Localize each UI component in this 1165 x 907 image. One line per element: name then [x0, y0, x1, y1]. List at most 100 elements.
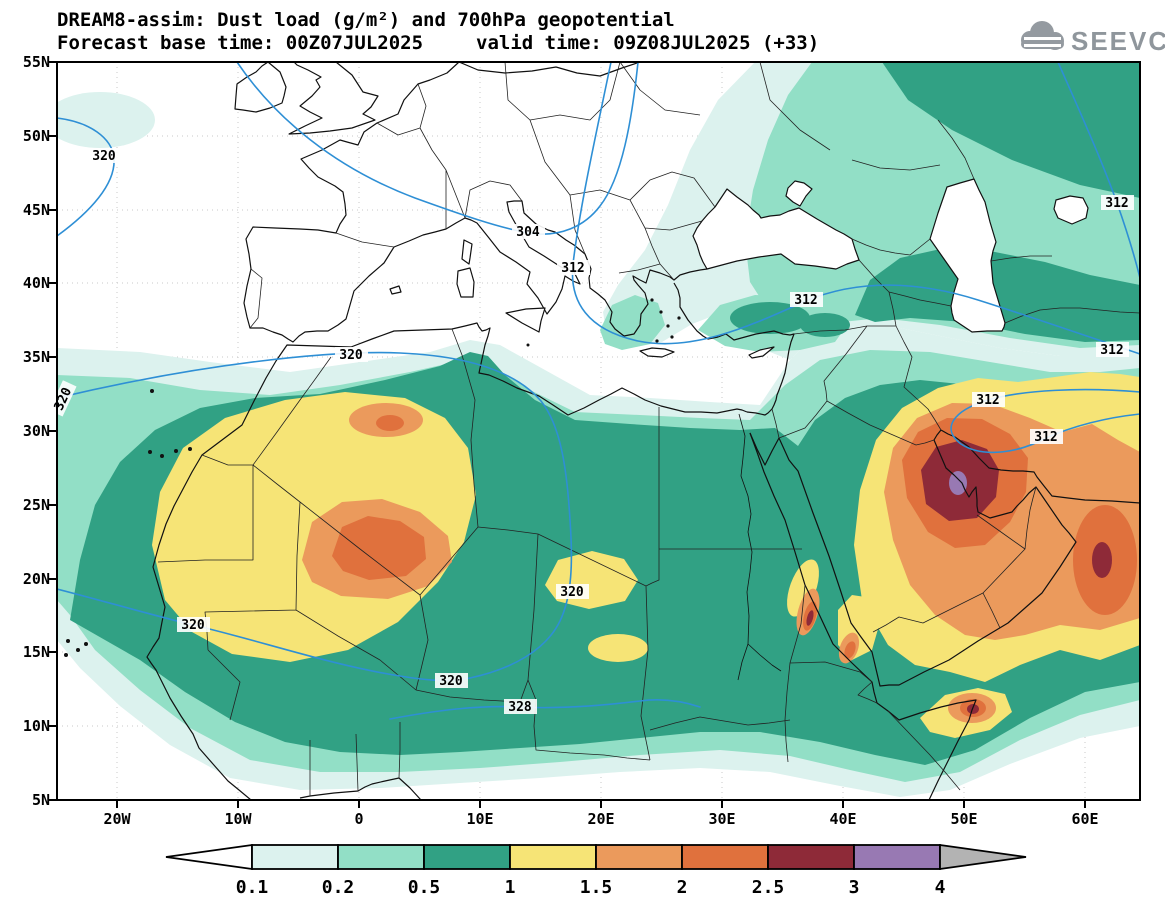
dust-region-redsea-spot2-orange [844, 641, 856, 659]
borders-africa [157, 328, 961, 796]
inland-seas [692, 178, 1089, 333]
lat-tick-label: 45N [23, 201, 50, 219]
coastline-gulf-of-guinea [299, 777, 422, 800]
colorbar-segment [337, 844, 425, 870]
geopotential-contour-312-ne [1057, 62, 1140, 279]
dust-region-redsea-north-yellow [787, 559, 819, 617]
contour-label: 312 [972, 392, 1005, 408]
contour-label: 312 [1096, 342, 1129, 358]
dust-region-algeria-orange [332, 516, 426, 580]
lon-axis: 20W 10W 0 10E 20E 30E 40E 50E 60E [103, 810, 1098, 828]
island-corsica [461, 239, 473, 265]
contour-label: 320 [177, 617, 210, 633]
island-sardinia [456, 267, 475, 298]
river-nile [737, 413, 782, 681]
black-sea [692, 188, 860, 270]
svg-text:312: 312 [976, 393, 999, 408]
geopotential-contour-312-long [571, 62, 1140, 355]
borders-europe [249, 62, 831, 329]
lat-tick-label: 15N [23, 643, 50, 661]
colorbar-tick-label: 3 [849, 877, 860, 898]
coastline-north-africa-atlantic [146, 322, 748, 800]
colorbar-tick-label: 1 [505, 877, 516, 898]
lon-tick-label: 10W [224, 810, 252, 828]
lon-tick-label: 20W [103, 810, 131, 828]
colorbar-labels: 0.1 0.2 0.5 1 1.5 2 2.5 3 4 [236, 877, 946, 898]
dust-region-nalgeria-orange [376, 415, 404, 431]
colorbar-tick-label: 2 [677, 877, 688, 898]
lat-tick-label: 40N [23, 274, 50, 292]
dust-region-topright-green [882, 62, 1140, 198]
coastline-europe [243, 62, 708, 343]
sea-of-azov [785, 180, 813, 207]
svg-text:320: 320 [560, 585, 584, 600]
contour-label: 320 [335, 347, 368, 363]
lat-tick-label: 50N [23, 127, 50, 145]
colorbar-segment [595, 844, 683, 870]
lat-tick-label: 5N [32, 791, 50, 809]
colorbar-tick-label: 0.5 [408, 877, 441, 898]
colorbar-tick-label: 2.5 [752, 877, 785, 898]
lat-tick-label: 55N [23, 53, 50, 71]
svg-text:320: 320 [439, 674, 463, 689]
svg-text:320: 320 [92, 149, 116, 164]
aral-sea [1053, 195, 1089, 225]
lat-tick-label: 25N [23, 496, 50, 514]
dust-region-caucasus-green [855, 248, 1140, 342]
lon-tick-label: 30E [708, 810, 735, 828]
caspian-sea [929, 178, 1006, 333]
cloud-stripe [1024, 37, 1061, 40]
contour-label: 312 [557, 260, 590, 276]
island-crete [639, 347, 675, 358]
coastline-iran-south [940, 429, 1140, 504]
dust-region-atlantic-nw-pale [57, 92, 155, 148]
colorbar-tick-label: 4 [935, 877, 946, 898]
contour-label: 312 [1101, 195, 1134, 211]
lon-tick-label: 0 [354, 810, 363, 828]
colorbar-arrow-low [165, 843, 253, 871]
colorbar-segment [423, 844, 511, 870]
lat-tick-label: 20N [23, 570, 50, 588]
lat-tick-label: 30N [23, 422, 50, 440]
island-sicily [505, 307, 546, 333]
colorbar-segment [509, 844, 597, 870]
svg-text:312: 312 [561, 261, 584, 276]
cloud-stripe [1024, 44, 1061, 47]
svg-text:312: 312 [794, 293, 817, 308]
coastline-great-britain [288, 62, 379, 135]
colorbar-segment [853, 844, 941, 870]
coastline-turkey-levant [673, 282, 795, 416]
svg-text:312: 312 [1100, 343, 1123, 358]
dust-region-eiran-maroon [1092, 542, 1112, 578]
dust-region-turkey-green-1 [730, 302, 810, 334]
borders-central-asia [851, 119, 1140, 324]
svg-text:312: 312 [1105, 196, 1128, 211]
svg-text:328: 328 [508, 700, 532, 715]
contour-label: 320 [435, 673, 468, 689]
lon-tick-label: 50E [950, 810, 977, 828]
geopotential-contour-labels: 320 304 312 312 312 312 312 312 320 320 … [48, 148, 1134, 715]
lat-tick-label: 35N [23, 348, 50, 366]
island-cyprus [748, 346, 775, 359]
contour-label: 328 [504, 699, 537, 715]
contour-label: 304 [512, 224, 545, 240]
coastlines [64, 62, 1140, 800]
geopotential-contour-328-sahel [389, 699, 701, 720]
svg-text:304: 304 [516, 225, 540, 240]
dust-layer-3 [949, 471, 967, 495]
dust-region-sudan-yellow [588, 634, 648, 662]
lat-axis: 55N 50N 45N 40N 35N 30N 25N 20N 15N 10N … [23, 53, 50, 809]
colorbar-segment [767, 844, 855, 870]
cloud-icon [1021, 21, 1064, 50]
seevccc-logo-text: SEEVCCC [1071, 26, 1165, 56]
lon-ticks [116, 800, 1086, 808]
contour-label: 320 [88, 148, 121, 164]
dust-region-gulf-purple [949, 471, 967, 495]
contour-label: 312 [790, 292, 823, 308]
contour-label: 320 [556, 584, 589, 600]
lon-tick-label: 20E [587, 810, 614, 828]
colorbar [165, 843, 1027, 871]
island-mallorca [389, 285, 402, 295]
